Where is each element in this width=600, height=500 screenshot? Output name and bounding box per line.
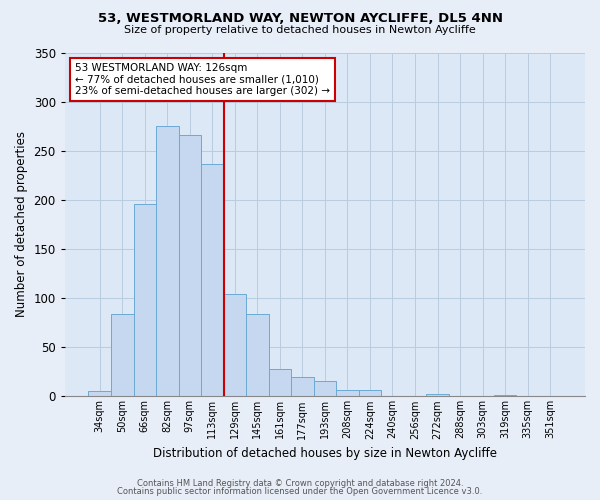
- Text: Contains public sector information licensed under the Open Government Licence v3: Contains public sector information licen…: [118, 487, 482, 496]
- Bar: [134, 204, 156, 396]
- Bar: [291, 376, 314, 396]
- Bar: [359, 390, 381, 396]
- Text: Size of property relative to detached houses in Newton Aycliffe: Size of property relative to detached ho…: [124, 25, 476, 35]
- Bar: [156, 126, 179, 396]
- Text: 53, WESTMORLAND WAY, NEWTON AYCLIFFE, DL5 4NN: 53, WESTMORLAND WAY, NEWTON AYCLIFFE, DL…: [97, 12, 503, 26]
- Bar: [269, 369, 291, 396]
- Bar: [246, 314, 269, 396]
- Bar: [314, 380, 336, 396]
- X-axis label: Distribution of detached houses by size in Newton Aycliffe: Distribution of detached houses by size …: [153, 447, 497, 460]
- Bar: [426, 394, 449, 396]
- Y-axis label: Number of detached properties: Number of detached properties: [15, 132, 28, 318]
- Text: Contains HM Land Registry data © Crown copyright and database right 2024.: Contains HM Land Registry data © Crown c…: [137, 478, 463, 488]
- Bar: [201, 164, 224, 396]
- Text: 53 WESTMORLAND WAY: 126sqm
← 77% of detached houses are smaller (1,010)
23% of s: 53 WESTMORLAND WAY: 126sqm ← 77% of deta…: [75, 63, 330, 96]
- Bar: [336, 390, 359, 396]
- Bar: [111, 314, 134, 396]
- Bar: [224, 294, 246, 396]
- Bar: [179, 135, 201, 396]
- Bar: [88, 392, 111, 396]
